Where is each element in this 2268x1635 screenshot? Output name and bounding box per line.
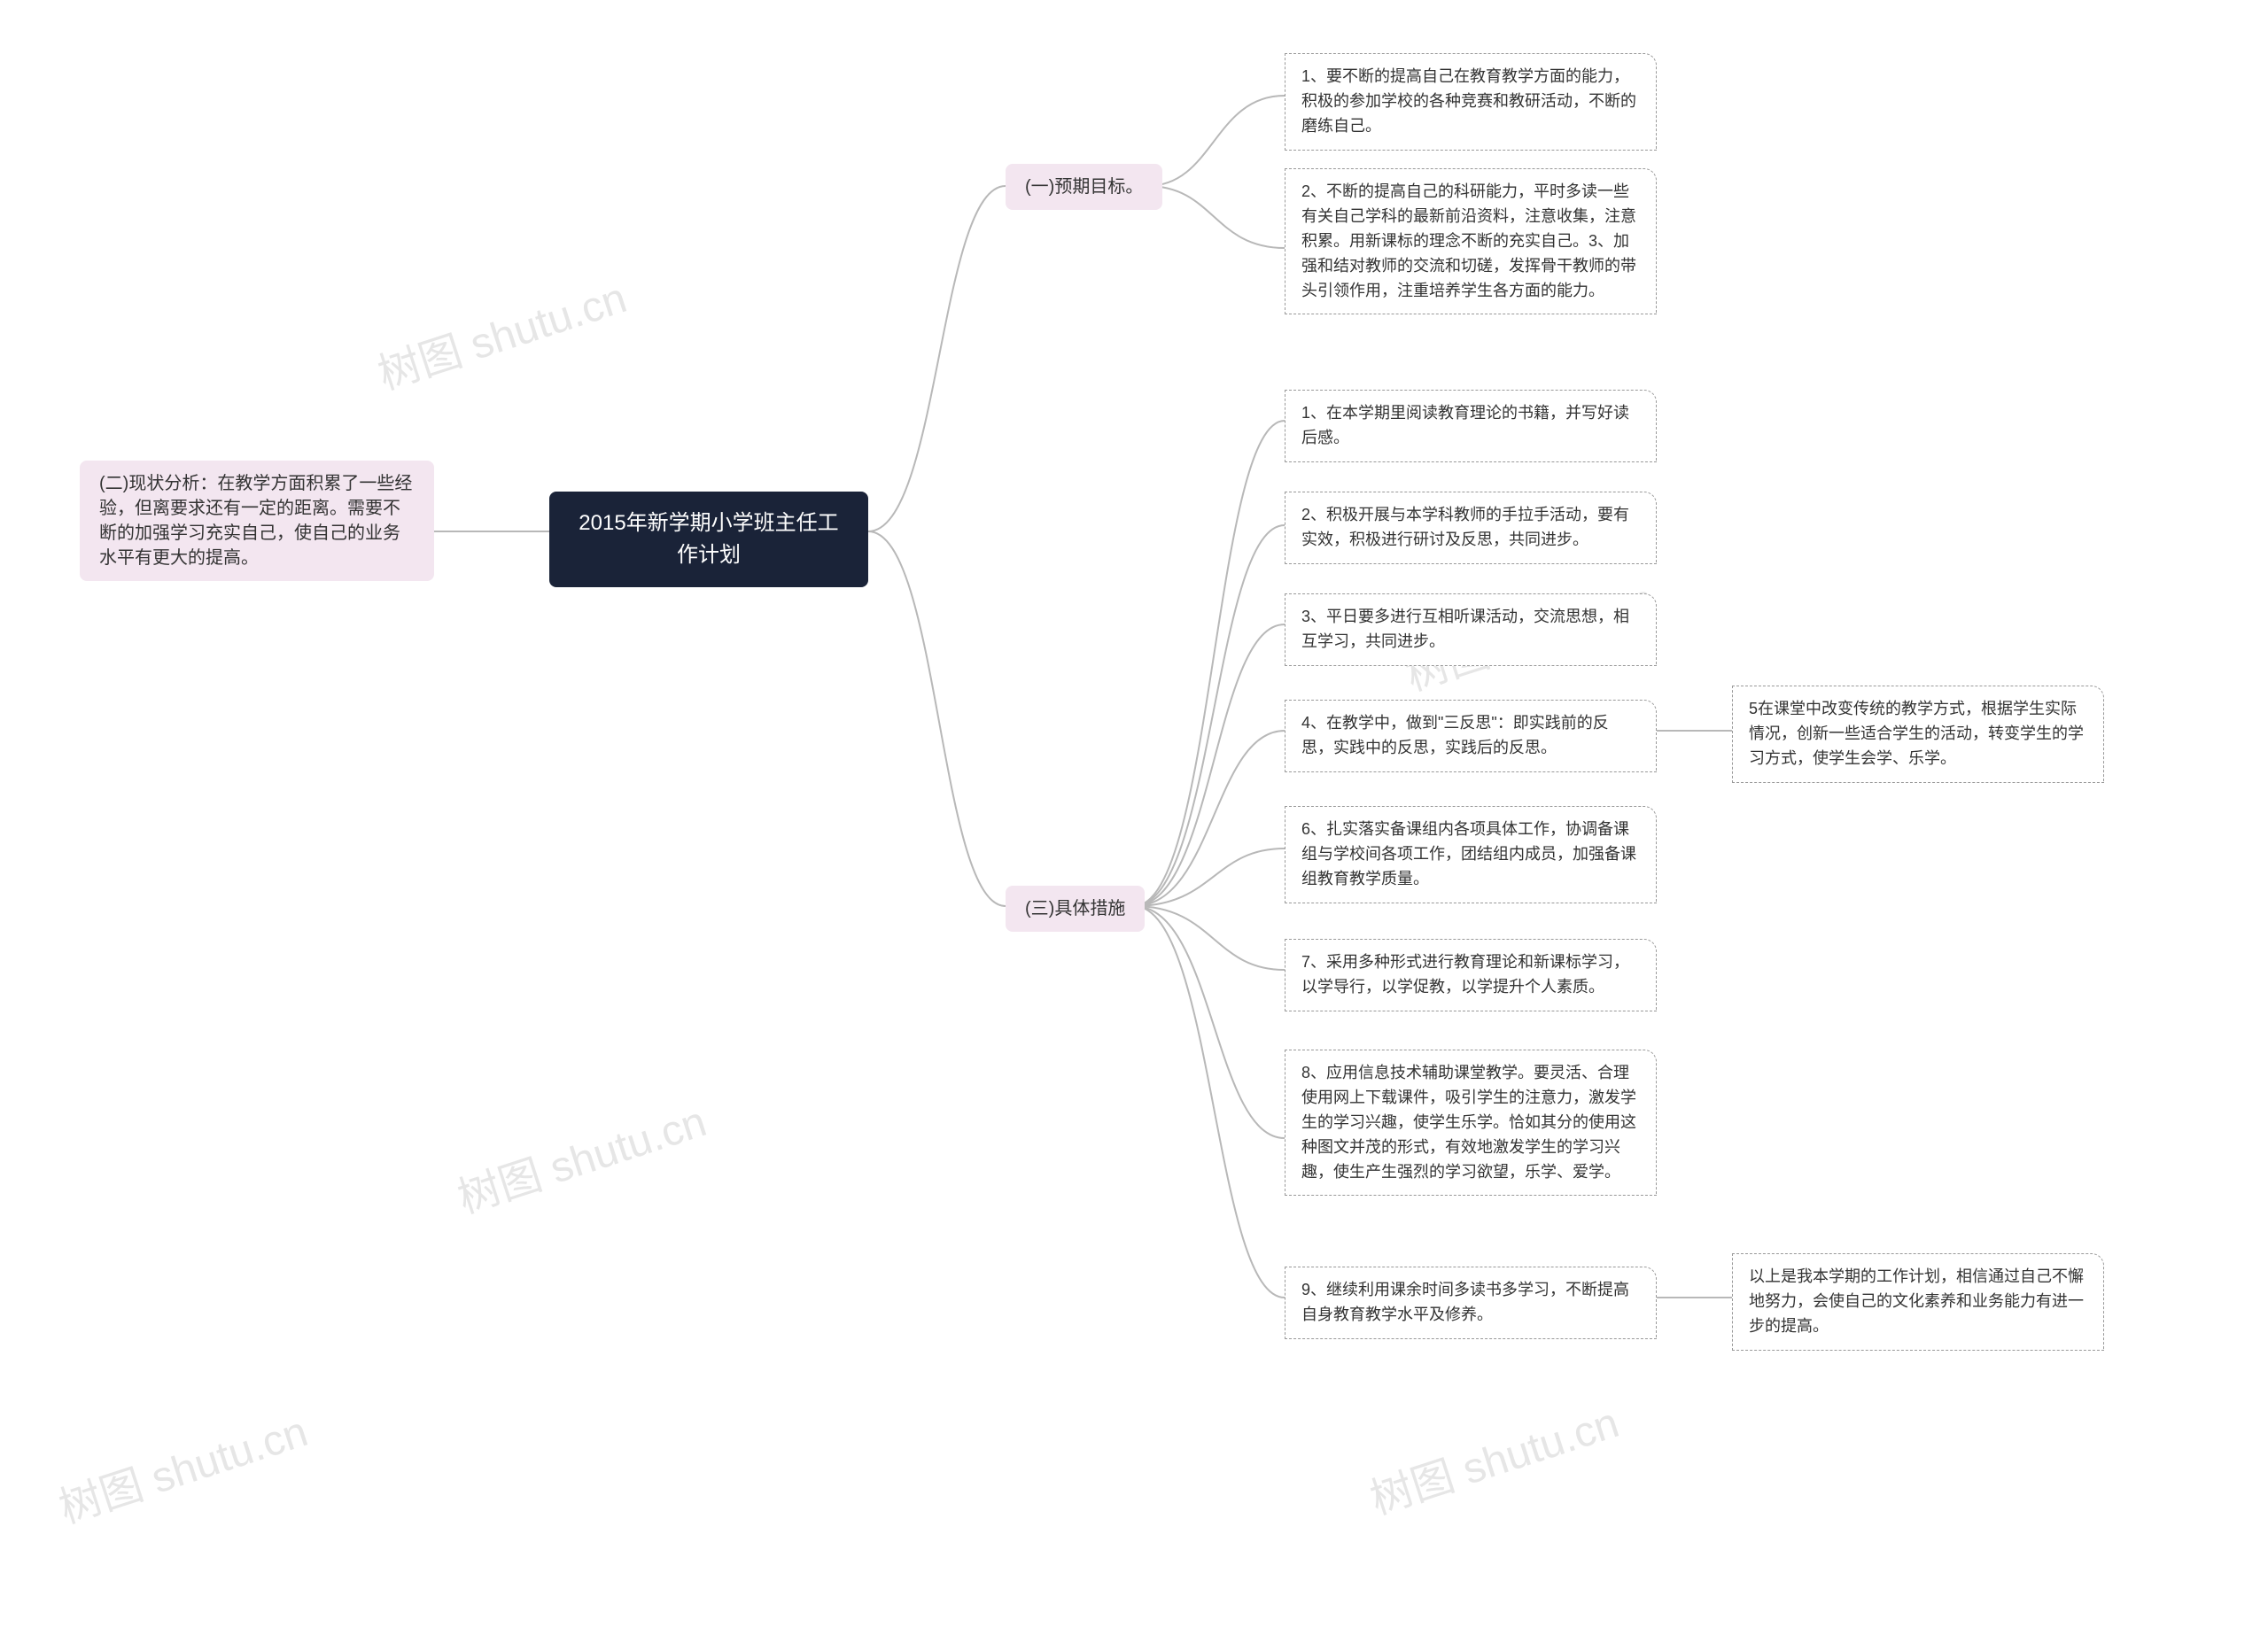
leaf-measure-7[interactable]: 7、采用多种形式进行教育理论和新课标学习，以学导行，以学促教，以学提升个人素质。	[1285, 939, 1657, 1011]
branch-goals[interactable]: (一)预期目标。	[1006, 164, 1162, 210]
leaf-goal-2[interactable]: 2、不断的提高自己的科研能力，平时多读一些有关自己学科的最新前沿资料，注意收集，…	[1285, 168, 1657, 314]
leaf-measure-8[interactable]: 8、应用信息技术辅助课堂教学。要灵活、合理使用网上下载课件，吸引学生的注意力，激…	[1285, 1050, 1657, 1196]
leaf-measure-1[interactable]: 1、在本学期里阅读教育理论的书籍，并写好读后感。	[1285, 390, 1657, 462]
branch-measures[interactable]: (三)具体措施	[1006, 886, 1145, 932]
leaf-measure-9-sub[interactable]: 以上是我本学期的工作计划，相信通过自己不懈地努力，会使自己的文化素养和业务能力有…	[1732, 1253, 2104, 1351]
leaf-measure-6[interactable]: 6、扎实落实备课组内各项具体工作，协调备课组与学校间各项工作，团结组内成员，加强…	[1285, 806, 1657, 903]
leaf-measure-4[interactable]: 4、在教学中，做到"三反思"：即实践前的反思，实践中的反思，实践后的反思。	[1285, 700, 1657, 772]
watermark: 树图 shutu.cn	[1361, 1388, 1625, 1526]
leaf-goal-1[interactable]: 1、要不断的提高自己在教育教学方面的能力，积极的参加学校的各种竞赛和教研活动，不…	[1285, 53, 1657, 151]
leaf-measure-9[interactable]: 9、继续利用课余时间多读书多学习，不断提高自身教育教学水平及修养。	[1285, 1267, 1657, 1339]
leaf-measure-2[interactable]: 2、积极开展与本学科教师的手拉手活动，要有实效，积极进行研讨及反思，共同进步。	[1285, 492, 1657, 564]
watermark: 树图 shutu.cn	[448, 1087, 712, 1225]
connectors-layer	[0, 0, 2268, 1635]
watermark: 树图 shutu.cn	[369, 263, 633, 401]
branch-analysis[interactable]: (二)现状分析：在教学方面积累了一些经验，但离要求还有一定的距离。需要不断的加强…	[80, 461, 434, 581]
leaf-measure-4-sub[interactable]: 5在课堂中改变传统的教学方式，根据学生实际情况，创新一些适合学生的活动，转变学生…	[1732, 686, 2104, 783]
mindmap-root[interactable]: 2015年新学期小学班主任工作计划	[549, 492, 868, 587]
leaf-measure-3[interactable]: 3、平日要多进行互相听课活动，交流思想，相互学习，共同进步。	[1285, 593, 1657, 666]
watermark: 树图 shutu.cn	[50, 1397, 314, 1535]
